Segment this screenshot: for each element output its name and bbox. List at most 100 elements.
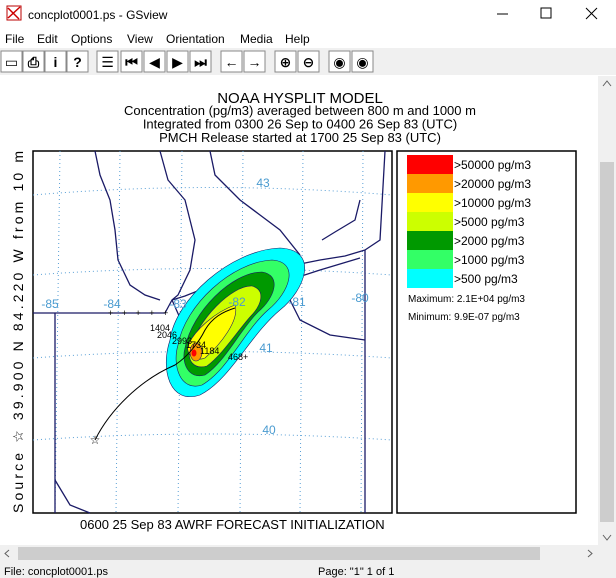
scroll-arrows[interactable] (602, 80, 612, 541)
horizontal-scroll-thumb[interactable] (18, 547, 540, 560)
legend-swatch (407, 212, 453, 231)
map-coordinate-label: -80 (351, 291, 369, 305)
toolbar-button[interactable] (96, 50, 119, 73)
toolbar-icon[interactable]: ▶ (172, 54, 183, 70)
station-label: 2993 (172, 336, 192, 346)
menu-item[interactable]: Help (285, 32, 310, 46)
station-label: 1734 (186, 340, 206, 350)
toolbar-button[interactable] (274, 50, 297, 73)
toolbar-icon[interactable]: ◉ (356, 54, 368, 70)
plot-subtitle: Concentration (pg/m3) averaged between 8… (124, 103, 476, 118)
legend-label: >10000 pg/m3 (454, 196, 531, 210)
map-coordinate-label: 43 (256, 176, 270, 190)
trajectory (94, 307, 236, 441)
menu-item[interactable]: Edit (37, 32, 58, 46)
app-icon (6, 5, 22, 21)
lat-lon-grid (32, 150, 393, 514)
station-label: 1404 (150, 323, 170, 333)
status-page: Page: "1" 1 of 1 (318, 566, 394, 578)
scroll-corner (598, 545, 616, 562)
toolbar-button[interactable] (143, 50, 166, 73)
menu: File Edit Options View Orientation Media Help (5, 32, 310, 46)
menu-item[interactable]: Media (240, 32, 273, 46)
window-title: concplot0001.ps - GSview (28, 8, 168, 22)
source-star: ☆ (90, 433, 101, 447)
toolbar-icon[interactable]: ◀ (149, 54, 160, 70)
plot-title: NOAA HYSPLIT MODEL (217, 90, 383, 107)
toolbar-button[interactable] (351, 50, 374, 73)
legend-swatch (407, 269, 453, 288)
plume (166, 247, 305, 397)
status-bar (0, 562, 616, 578)
close-button[interactable] (585, 7, 598, 20)
map-coordinate-label: 41 (259, 341, 273, 355)
legend-swatch (407, 193, 453, 212)
menu-item[interactable]: Orientation (166, 32, 225, 46)
map-coordinate-label: -83 (169, 297, 187, 311)
legend-label: >5000 pg/m3 (454, 215, 525, 229)
menu-bar (0, 28, 616, 48)
map-coordinate-label: -85 (41, 297, 59, 311)
toolbar-icon[interactable]: ? (73, 54, 82, 70)
station-label: 468+ (228, 352, 248, 362)
map-labels: -85 -84 -83 -82 -81 -80 43 41 40 (41, 176, 369, 437)
toolbar-icon[interactable]: i (54, 54, 58, 70)
toolbar-button[interactable] (22, 50, 45, 73)
toolbar-icon[interactable]: ⏭ (194, 54, 207, 70)
status-file: File: concplot0001.ps (4, 566, 108, 578)
minimum-label: Minimum: 9.9E-07 pg/m3 (408, 312, 520, 323)
toolbar-button[interactable] (166, 50, 189, 73)
toolbar-button[interactable] (66, 50, 89, 73)
toolbar-button[interactable] (0, 50, 23, 73)
map-coordinate-label: -84 (103, 297, 121, 311)
menu-item[interactable]: View (127, 32, 153, 46)
plot-subtitle: PMCH Release started at 1700 25 Sep 83 (… (159, 130, 441, 145)
toolbar-icon[interactable]: ⎙ (27, 54, 40, 70)
toolbar-button[interactable] (328, 50, 351, 73)
legend-swatch (407, 155, 453, 174)
toolbar-icon[interactable]: ◉ (333, 54, 345, 70)
toolbar-button[interactable] (297, 50, 320, 73)
toolbar-icon[interactable]: ▭ (5, 54, 18, 70)
legend-label: >500 pg/m3 (454, 272, 518, 286)
legend-swatch (407, 231, 453, 250)
toolbar-button[interactable] (220, 50, 243, 73)
station-label: 2046 (157, 330, 177, 340)
legend-swatch (407, 250, 453, 269)
vertical-scroll-thumb[interactable] (600, 162, 614, 522)
legend-label: >1000 pg/m3 (454, 253, 525, 267)
map-coordinate-label: -81 (288, 295, 306, 309)
legend-label: >50000 pg/m3 (454, 158, 531, 172)
legend: >50000 pg/m3 >20000 pg/m3 >10000 pg/m3 >500… (407, 155, 531, 288)
toolbar-button[interactable] (120, 50, 143, 73)
map-coordinate-label: 40 (262, 423, 276, 437)
boundaries (33, 150, 386, 514)
legend-label: >2000 pg/m3 (454, 234, 525, 248)
map-coordinate-label: -82 (228, 295, 246, 309)
toolbar-icon[interactable]: ☰ (101, 54, 114, 70)
toolbar-button[interactable] (44, 50, 67, 73)
toolbar-button[interactable] (189, 50, 212, 73)
menu-item[interactable]: Options (71, 32, 112, 46)
maximize-button[interactable] (540, 7, 552, 19)
menu-item[interactable]: File (5, 32, 25, 46)
source-label: Source ☆ 39.900 N 84.220 W from 10 m (10, 151, 26, 513)
footer: 0600 25 Sep 83 AWRF FORECAST INITIALIZAT… (80, 517, 385, 532)
toolbar-button[interactable] (243, 50, 266, 73)
legend-label: >20000 pg/m3 (454, 177, 531, 191)
hscroll-arrows[interactable] (4, 549, 593, 558)
station-label: 1184 (200, 346, 219, 356)
toolbar-icon[interactable]: ← (225, 54, 239, 70)
toolbar-icon[interactable]: ⏮ (125, 54, 138, 70)
title-bar (0, 0, 616, 28)
toolbar-icon[interactable]: ⊖ (303, 54, 315, 70)
map: ☆ + + + + + -85 -84 -83 -82 -81 -80 43 41 40 140… (32, 150, 393, 514)
plot-subtitle: Integrated from 0300 26 Sep to 0400 26 S… (143, 117, 457, 132)
maximum-label: Maximum: 2.1E+04 pg/m3 (408, 294, 525, 305)
toolbar-icon[interactable]: ⊕ (280, 54, 292, 70)
toolbar-buttons: ▭ ⎙ i? ☰ ⏮ ◀ ▶ ⏭ ← → ⊕ ⊖ ◉ ◉ (0, 50, 374, 73)
toolbar-icon[interactable]: → (248, 54, 262, 70)
